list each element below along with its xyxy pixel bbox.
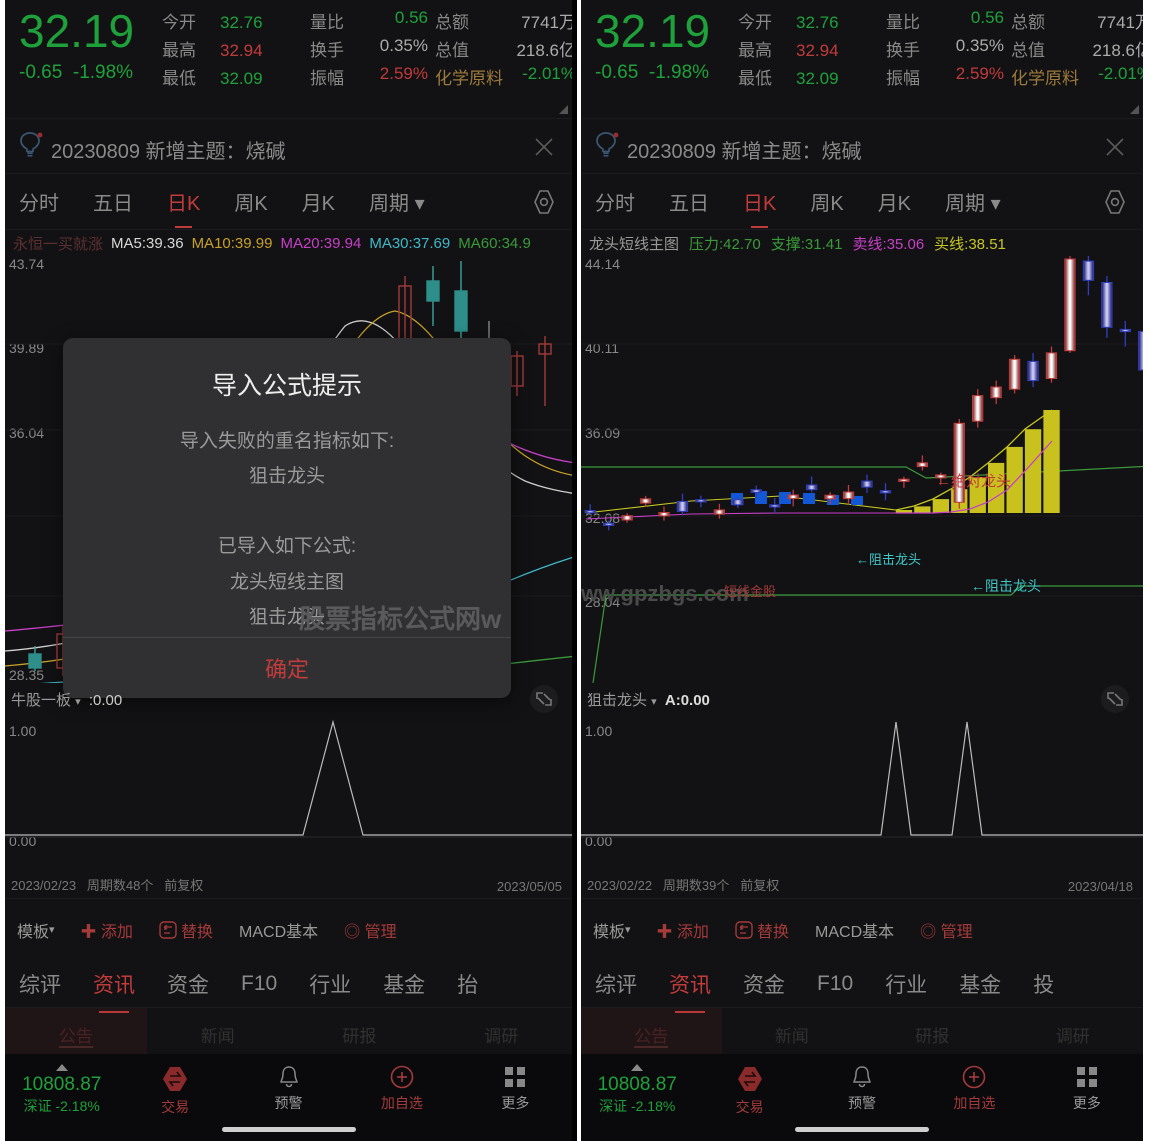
svg-text:←阻击龙头: ←阻击龙头 <box>856 552 921 567</box>
svg-text:←阻击龙头: ←阻击龙头 <box>971 578 1041 594</box>
svg-text:←短线金股: ←短线金股 <box>711 584 776 599</box>
svg-text:←绝对龙头: ←绝对龙头 <box>936 473 1011 490</box>
